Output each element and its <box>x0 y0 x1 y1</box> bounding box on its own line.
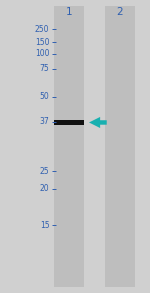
Text: 2: 2 <box>117 7 123 17</box>
Text: 25: 25 <box>40 167 50 176</box>
Text: 75: 75 <box>40 64 50 73</box>
Text: 50: 50 <box>40 92 50 101</box>
Text: 1: 1 <box>66 7 72 17</box>
Text: 250: 250 <box>35 25 50 34</box>
Text: 37: 37 <box>40 117 50 126</box>
Bar <box>54 6 84 287</box>
Text: 100: 100 <box>35 49 50 58</box>
Bar <box>54 120 84 125</box>
Text: 20: 20 <box>40 185 50 193</box>
Text: 15: 15 <box>40 221 50 229</box>
Text: 150: 150 <box>35 38 50 47</box>
Bar <box>105 6 135 287</box>
